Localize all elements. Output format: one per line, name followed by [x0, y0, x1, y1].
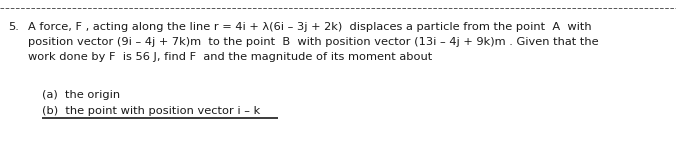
Text: (a)  the origin: (a) the origin — [42, 90, 120, 100]
Text: 5.: 5. — [8, 22, 19, 32]
Text: (b)  the point with position vector i – k: (b) the point with position vector i – k — [42, 106, 260, 116]
Text: work done by F  is 56 J, find F  and the magnitude of its moment about: work done by F is 56 J, find F and the m… — [28, 52, 432, 62]
Text: position vector (9i – 4j + 7k)m  to the point  B  with position vector (13i – 4j: position vector (9i – 4j + 7k)m to the p… — [28, 37, 599, 47]
Text: A force, F , acting along the line r = 4i + λ(6i – 3j + 2k)  displaces a particl: A force, F , acting along the line r = 4… — [28, 22, 592, 32]
